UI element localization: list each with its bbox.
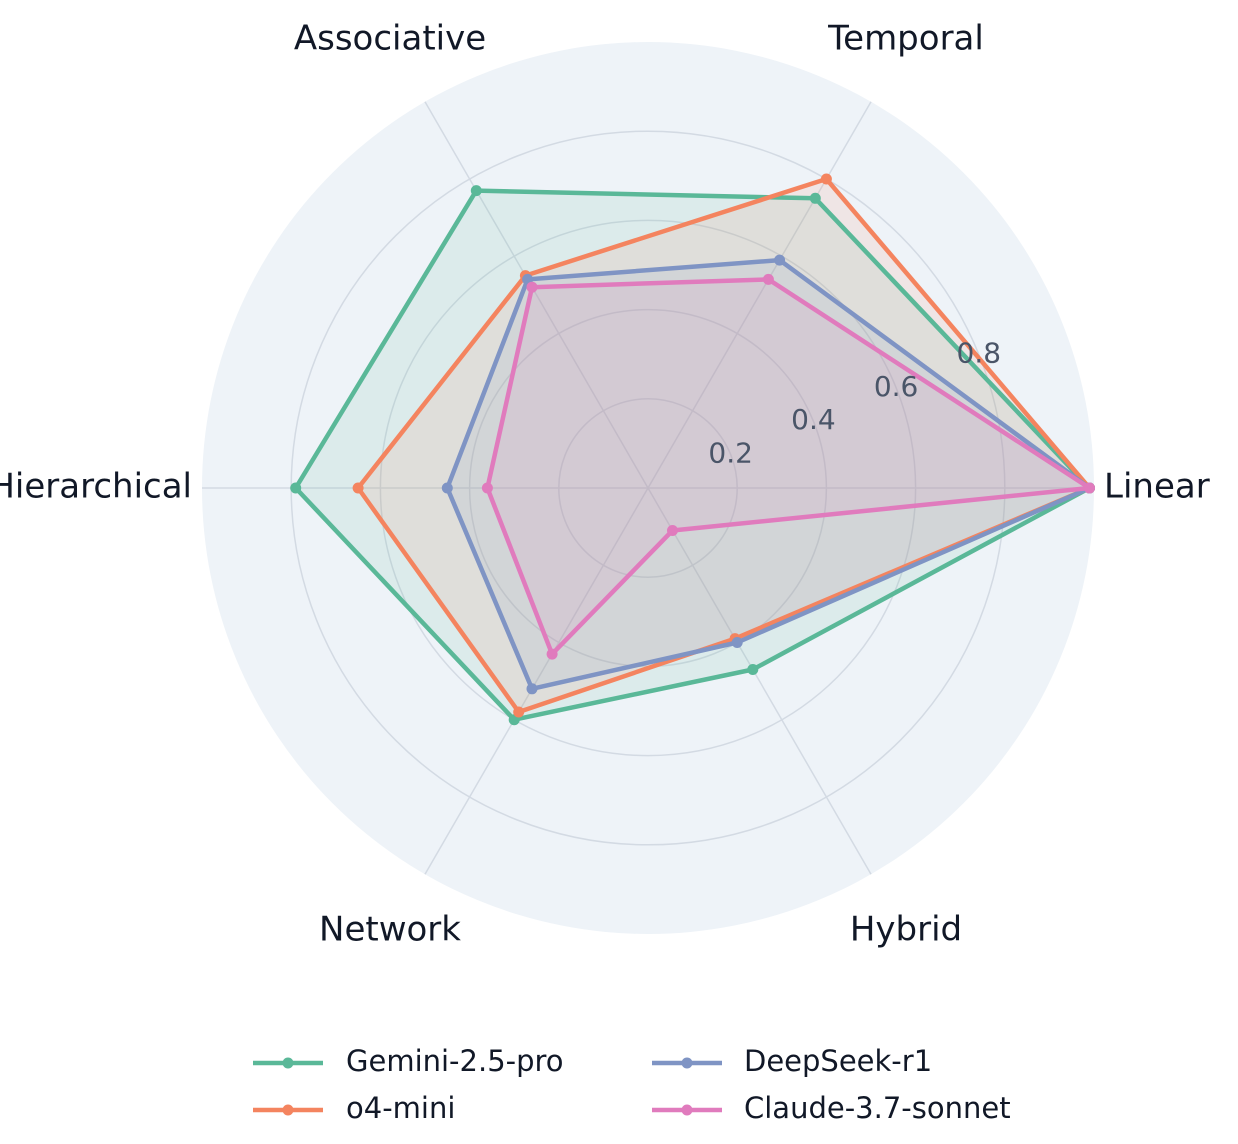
data-point: [470, 185, 482, 197]
axis-label: Linear: [1104, 467, 1210, 507]
data-point: [809, 192, 821, 204]
data-point: [731, 637, 743, 648]
legend-label: DeepSeek-r1: [744, 1044, 932, 1078]
data-point: [762, 273, 774, 285]
grid-spoke: [647, 487, 872, 875]
axis-labels: Linear Temporal Associative Hierarchical Net…: [0, 19, 1210, 950]
radial-tick-label: 0.2: [708, 437, 753, 470]
legend-swatch-marker: [282, 1104, 294, 1116]
radial-tick-label: 0.8: [957, 336, 1002, 369]
axis-label: Hierarchical: [0, 467, 192, 507]
data-point: [526, 281, 538, 293]
series-fill: [358, 179, 1090, 712]
legend: Gemini-2.5-pro o4-mini DeepSeek-r1 Claude-3…: [253, 1044, 1011, 1125]
data-point: [352, 482, 364, 494]
data-point: [481, 482, 493, 494]
data-point: [546, 648, 558, 660]
data-point: [1084, 482, 1095, 494]
data-point: [667, 525, 678, 536]
radial-tick-label: 0.6: [874, 370, 919, 403]
data-point: [290, 482, 302, 494]
series-fill: [487, 279, 1090, 655]
axis-label: Temporal: [827, 19, 984, 59]
series-fill: [447, 260, 1090, 689]
radial-tick-labels: 0.2 0.4 0.6 0.8: [708, 336, 1001, 469]
grid-spoke: [424, 101, 649, 489]
axis-label: Hybrid: [850, 910, 962, 950]
grid: [202, 101, 1094, 875]
data-point: [513, 706, 525, 718]
legend-swatch-marker: [681, 1104, 693, 1116]
legend-label: Gemini-2.5-pro: [346, 1044, 564, 1078]
data-point: [774, 254, 786, 266]
series-layer: [290, 173, 1095, 726]
data-point: [526, 683, 538, 695]
grid-spoke: [424, 487, 649, 875]
legend-swatch-marker: [681, 1057, 693, 1069]
data-point: [441, 482, 453, 494]
axis-label: Associative: [294, 19, 486, 59]
legend-label: o4-mini: [346, 1091, 455, 1125]
grid-spoke: [647, 101, 872, 489]
axis-label: Network: [319, 910, 461, 950]
data-point: [747, 664, 759, 675]
data-point: [820, 173, 832, 185]
radial-tick-label: 0.4: [791, 403, 836, 436]
legend-label: Claude-3.7-sonnet: [744, 1091, 1011, 1125]
legend-swatch-marker: [282, 1057, 294, 1069]
series-fill: [295, 190, 1090, 720]
